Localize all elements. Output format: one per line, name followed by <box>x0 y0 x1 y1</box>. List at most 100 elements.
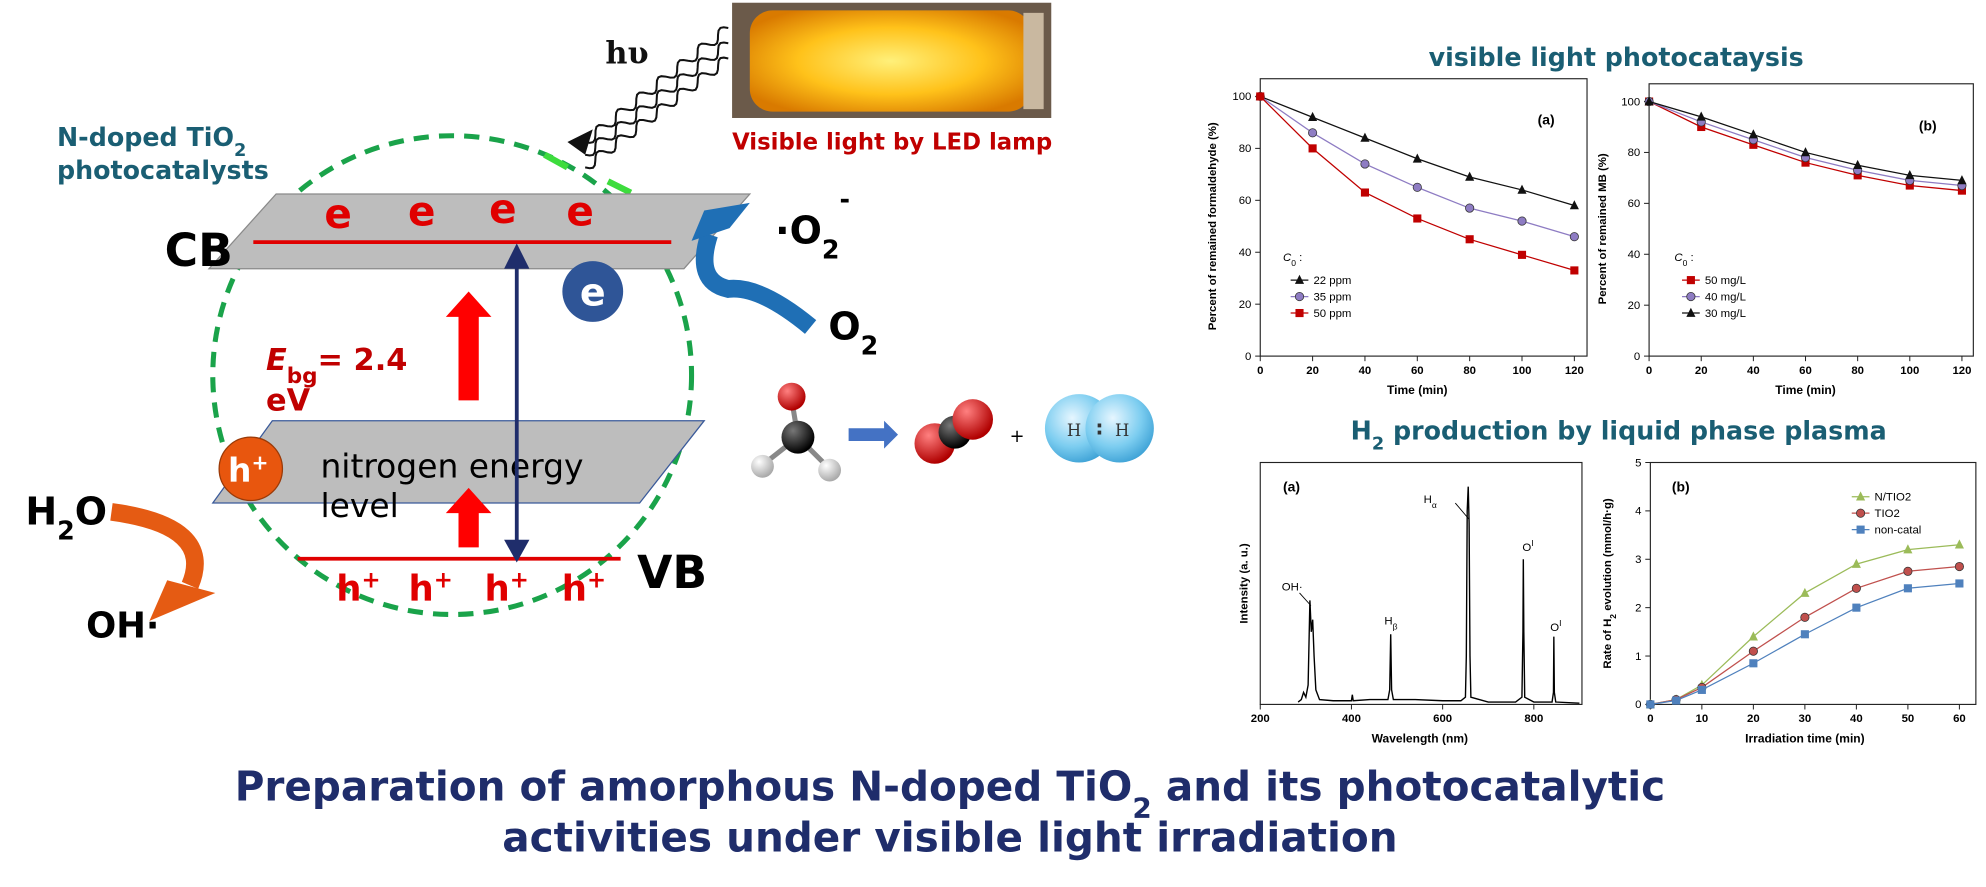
water: H2O <box>25 490 107 546</box>
x-tick-label: 0 <box>1257 365 1263 377</box>
marker <box>1360 132 1370 142</box>
series-line <box>1650 565 1960 706</box>
chart: 0 20 40 60 80 100 120 0 20 40 60 80 100 Time (min) Per… <box>1597 83 1974 397</box>
series-line <box>1650 582 1960 706</box>
x-tick-label: 80 <box>1463 365 1476 377</box>
marker <box>1465 203 1475 213</box>
x-tick-label: 800 <box>1524 713 1543 725</box>
peak-label-part: H <box>1384 616 1392 628</box>
oxygen-subscript: 2 <box>861 331 879 361</box>
y-axis-label-part: Intensity (a. u.) <box>1239 543 1251 623</box>
panel-label: (b) <box>1672 479 1690 495</box>
legend-title-part: : <box>1296 252 1302 264</box>
hydrogen <box>1044 394 1154 463</box>
x-tick-label: 40 <box>1850 713 1863 725</box>
vb-label: VB <box>637 546 707 599</box>
catalyst-text: N-doped TiO <box>57 122 234 152</box>
superoxide: ·O2- <box>775 184 850 264</box>
formaldehyde <box>751 382 842 482</box>
x-tick-label: 0 <box>1647 713 1653 725</box>
marker <box>1957 186 1966 195</box>
page-title-subscript: 2 <box>1132 791 1151 824</box>
superoxide-subscript: 2 <box>822 234 840 264</box>
catalyst-subscript: 2 <box>234 141 246 161</box>
y-axis-label-part: Percent of remained MB (%) <box>1597 153 1609 304</box>
oxidation-arrow <box>110 503 204 589</box>
hole: h+ <box>408 568 452 610</box>
peak-label: OI <box>1522 538 1533 554</box>
y-tick-label: 80 <box>1628 147 1641 159</box>
marker <box>1517 250 1527 259</box>
marker <box>1853 171 1862 180</box>
reaction-arrow <box>848 420 899 449</box>
plot-frame <box>1648 83 1974 357</box>
legend-marker <box>1856 491 1866 501</box>
marker <box>1903 566 1913 576</box>
hole-charge: + <box>251 450 268 474</box>
peak-label-part: O <box>1522 542 1531 554</box>
x-tick-label: 60 <box>1799 365 1812 377</box>
marker <box>1748 646 1758 656</box>
light-waves <box>567 26 729 170</box>
peak-label-part: I <box>1531 538 1533 548</box>
x-axis-label: Wavelength (nm) <box>1372 731 1468 745</box>
marker <box>1851 583 1861 593</box>
y-tick-label: 2 <box>1635 602 1641 614</box>
legend-label: 40 mg/L <box>1705 291 1746 303</box>
chart: 0 10 20 30 40 50 60 0 1 2 3 4 5 Irradiation time (min… <box>1602 457 1977 745</box>
reduction-arrowhead <box>691 202 750 241</box>
red-arrow <box>445 487 492 548</box>
excitation-arrow <box>504 243 530 563</box>
y-tick-label: 60 <box>1239 195 1252 207</box>
legend-label: 35 ppm <box>1313 291 1351 303</box>
x-tick-label: 50 <box>1902 713 1915 725</box>
marker <box>1569 232 1579 242</box>
hole-charge: + <box>434 568 453 594</box>
marker <box>1800 612 1810 622</box>
marker <box>1851 558 1861 568</box>
light-entry <box>543 151 633 196</box>
section-title-text: H <box>1351 416 1372 446</box>
marker <box>1801 158 1810 167</box>
marker <box>1903 584 1912 593</box>
y-axis-label-part: 2 <box>1608 614 1618 619</box>
conduction-band <box>207 193 752 270</box>
panel-label: (a) <box>1283 479 1300 495</box>
x-tick-label: 30 <box>1799 713 1812 725</box>
oxidation-arrowhead <box>149 580 216 621</box>
x-tick-label: 100 <box>1513 365 1532 377</box>
y-tick-label: 0 <box>1245 351 1251 363</box>
legend-marker <box>1294 292 1305 302</box>
marker <box>1308 144 1317 153</box>
x-tick-label: 40 <box>1359 365 1372 377</box>
water-text: H <box>25 490 57 534</box>
hole-charge: + <box>587 568 606 594</box>
x-tick-label: 120 <box>1565 365 1584 377</box>
marker <box>1800 630 1809 639</box>
hole-letter: h <box>484 569 509 610</box>
light-ray <box>584 41 729 157</box>
x-tick-label: 40 <box>1747 365 1760 377</box>
lamp-caption: Visible light by LED lamp <box>732 130 1052 156</box>
nitrogen-label: nitrogen energy <box>320 447 583 486</box>
oxygen-text: O <box>828 305 860 349</box>
y-tick-label: 1 <box>1635 651 1641 663</box>
lamp-photo <box>732 2 1052 118</box>
marker <box>1696 111 1706 121</box>
spectrum-line <box>1297 486 1580 704</box>
electron: e <box>489 185 516 233</box>
marker <box>1748 129 1758 139</box>
marker <box>1308 111 1318 122</box>
x-tick-label: 100 <box>1900 365 1919 377</box>
plot-frame <box>1259 461 1583 705</box>
legend-label: 22 ppm <box>1313 275 1351 287</box>
y-tick-label: 100 <box>1621 96 1640 108</box>
marker <box>1905 181 1914 190</box>
y-axis-label: Rate of H2 evolution (mmol/h·g) <box>1602 498 1618 669</box>
legend-label: TIO2 <box>1875 508 1900 520</box>
peak-leader <box>1454 502 1470 520</box>
marker <box>1749 659 1758 668</box>
